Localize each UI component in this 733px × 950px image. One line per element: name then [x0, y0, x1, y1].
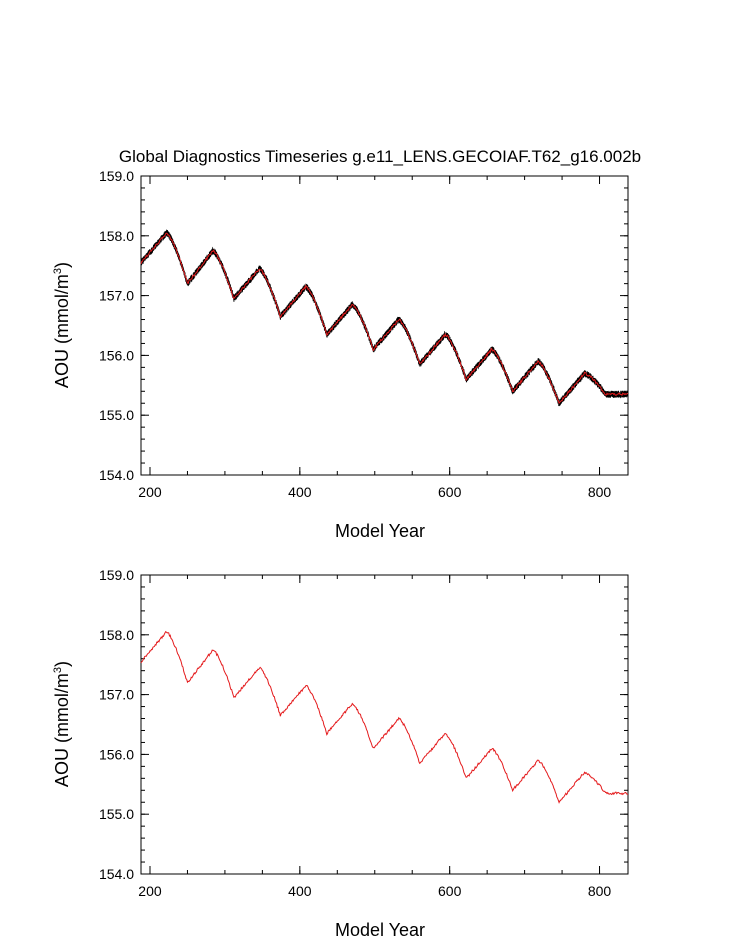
x-tick-label: 600: [438, 484, 462, 500]
top-series: [140, 229, 629, 407]
bottom-y-axis-label: AOU (mmol/m3): [52, 661, 72, 787]
bottom-y-axis-label-sup: 3: [52, 667, 64, 673]
top-y-axis-label-tail: ): [52, 262, 72, 268]
x-tick-label: 800: [588, 883, 612, 899]
y-tick-label: 154.0: [99, 866, 134, 882]
x-tick-label: 400: [288, 484, 312, 500]
top-y-axis-label: AOU (mmol/m3): [52, 262, 72, 388]
bottom-plot-frame: [140, 574, 629, 875]
bottom-y-axis-label-main: AOU (mmol/m: [52, 673, 72, 787]
figure-title: Global Diagnostics Timeseries g.e11_LENS…: [119, 147, 641, 166]
top-x-ticks: 200 400 600 800: [138, 176, 611, 500]
top-y-axis-label-sup: 3: [52, 268, 64, 274]
y-tick-label: 156.0: [99, 746, 134, 762]
x-tick-label: 600: [438, 883, 462, 899]
series-line-annual: [140, 630, 629, 804]
bottom-x-axis-label: Model Year: [335, 920, 425, 940]
top-x-axis-label: Model Year: [335, 521, 425, 541]
y-tick-label: 155.0: [99, 407, 134, 423]
bottom-y-axis-label-tail: ): [52, 661, 72, 667]
y-tick-label: 159.0: [99, 168, 134, 184]
x-tick-label: 800: [588, 484, 612, 500]
bottom-y-ticks: 154.0 155.0 156.0 157.0 158.0 159.0: [99, 567, 628, 882]
bottom-x-ticks: 200 400 600 800: [138, 575, 611, 899]
y-tick-label: 158.0: [99, 627, 134, 643]
y-tick-label: 157.0: [99, 288, 134, 304]
y-tick-label: 158.0: [99, 228, 134, 244]
series-line-annual: [140, 232, 629, 405]
bottom-panel: 154.0 155.0 156.0 157.0 158.0 159.0 200 400 600…: [52, 567, 629, 940]
top-panel: 154.0 155.0 156.0 157.0 158.0 159.0 200 400 600…: [52, 168, 629, 541]
y-tick-label: 155.0: [99, 806, 134, 822]
top-y-ticks: 154.0 155.0 156.0 157.0 158.0 159.0: [99, 168, 628, 483]
x-tick-label: 200: [138, 484, 162, 500]
y-tick-label: 154.0: [99, 467, 134, 483]
y-tick-label: 157.0: [99, 687, 134, 703]
top-plot-frame: [140, 175, 629, 476]
x-tick-label: 200: [138, 883, 162, 899]
top-y-axis-label-main: AOU (mmol/m: [52, 274, 72, 388]
x-tick-label: 400: [288, 883, 312, 899]
y-tick-label: 156.0: [99, 347, 134, 363]
bottom-series: [140, 630, 629, 804]
y-tick-label: 159.0: [99, 567, 134, 583]
series-line-monthly: [140, 229, 629, 407]
